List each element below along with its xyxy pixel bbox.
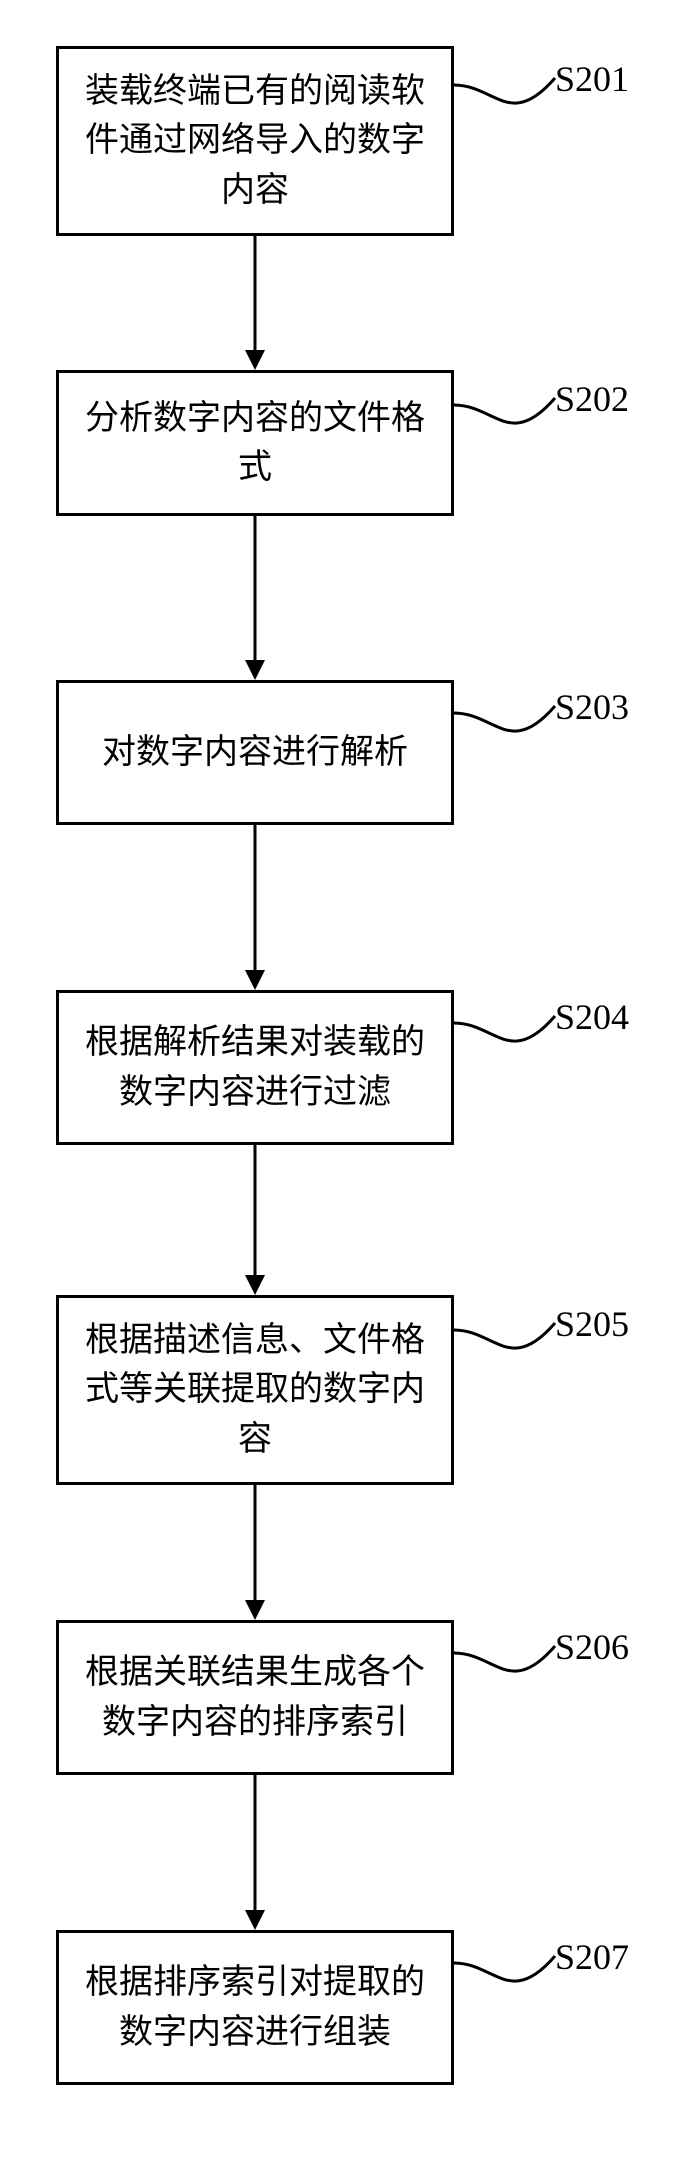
step-text: 对数字内容进行解析 [102, 728, 408, 777]
step-label-s205: S205 [555, 1303, 629, 1345]
step-label-s202: S202 [555, 378, 629, 420]
label-curve-s206 [454, 1646, 555, 1671]
step-text: 根据关联结果生成各个数字内容的排序索引 [81, 1648, 429, 1747]
arrow-5 [245, 1485, 265, 1620]
step-label-s204: S204 [555, 996, 629, 1038]
arrow-2 [245, 516, 265, 680]
step-box-s201: 装载终端已有的阅读软件通过网络导入的数字内容 [56, 46, 454, 236]
label-curve-s201 [454, 78, 555, 103]
step-text: 装载终端已有的阅读软件通过网络导入的数字内容 [81, 67, 429, 215]
step-box-s202: 分析数字内容的文件格式 [56, 370, 454, 516]
step-box-s203: 对数字内容进行解析 [56, 680, 454, 825]
step-label-s206: S206 [555, 1626, 629, 1668]
arrow-6 [245, 1775, 265, 1930]
step-label-s201: S201 [555, 58, 629, 100]
step-label-s207: S207 [555, 1936, 629, 1978]
label-curve-s205 [454, 1323, 555, 1348]
arrow-1 [245, 236, 265, 370]
label-curve-s204 [454, 1016, 555, 1041]
step-text: 分析数字内容的文件格式 [81, 394, 429, 493]
step-text: 根据排序索引对提取的数字内容进行组装 [81, 1958, 429, 2057]
arrow-4 [245, 1145, 265, 1295]
label-curve-s203 [454, 706, 555, 731]
step-text: 根据描述信息、文件格式等关联提取的数字内容 [81, 1316, 429, 1464]
flowchart-container: 装载终端已有的阅读软件通过网络导入的数字内容 S201 分析数字内容的文件格式 … [0, 0, 687, 2171]
step-box-s205: 根据描述信息、文件格式等关联提取的数字内容 [56, 1295, 454, 1485]
step-box-s206: 根据关联结果生成各个数字内容的排序索引 [56, 1620, 454, 1775]
arrow-3 [245, 825, 265, 990]
step-text: 根据解析结果对装载的数字内容进行过滤 [81, 1018, 429, 1117]
label-curve-s207 [454, 1956, 555, 1981]
step-box-s204: 根据解析结果对装载的数字内容进行过滤 [56, 990, 454, 1145]
label-curve-s202 [454, 398, 555, 423]
step-label-s203: S203 [555, 686, 629, 728]
step-box-s207: 根据排序索引对提取的数字内容进行组装 [56, 1930, 454, 2085]
